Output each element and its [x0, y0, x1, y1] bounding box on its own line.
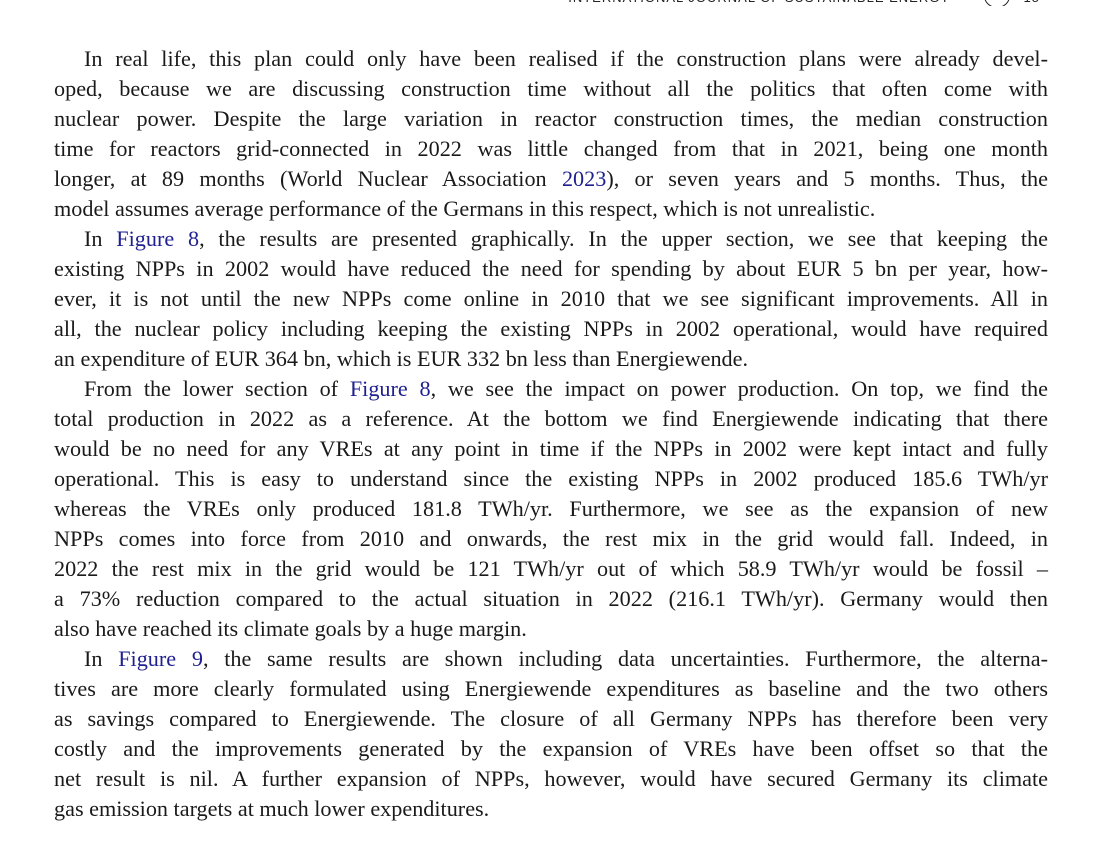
text-run: time for reactors grid-connected in 2022…	[54, 136, 1048, 161]
text-line: operational. This is easy to understand …	[54, 464, 1048, 494]
journal-logo-icon	[984, 0, 1010, 6]
text-line: gas emission targets at much lower expen…	[54, 794, 1048, 824]
text-run: a 73% reduction compared to the actual s…	[54, 586, 1048, 611]
text-run: as savings compared to Energiewende. The…	[54, 706, 1048, 731]
text-line: From the lower section of Figure 8, we s…	[54, 374, 1048, 404]
text-line: In real life, this plan could only have …	[54, 44, 1048, 74]
text-line: oped, because we are discussing construc…	[54, 74, 1048, 104]
page-number: 15	[1024, 0, 1040, 5]
paragraph: From the lower section of Figure 8, we s…	[54, 374, 1048, 644]
text-line: longer, at 89 months (World Nuclear Asso…	[54, 164, 1048, 194]
text-run: all, the nuclear policy including keepin…	[54, 316, 1048, 341]
text-line: model assumes average performance of the…	[54, 194, 1048, 224]
text-line: tives are more clearly formulated using …	[54, 674, 1048, 704]
text-line: NPPs comes into force from 2010 and onwa…	[54, 524, 1048, 554]
text-line: existing NPPs in 2002 would have reduced…	[54, 254, 1048, 284]
text-run: longer, at 89 months (World Nuclear Asso…	[54, 166, 562, 191]
text-run: , the results are presented graphically.…	[199, 226, 1048, 251]
text-run: total production in 2022 as a reference.…	[54, 406, 1048, 431]
text-run: existing NPPs in 2002 would have reduced…	[54, 256, 1048, 281]
text-run: ), or seven years and 5 months. Thus, th…	[606, 166, 1048, 191]
text-run: , the same results are shown including d…	[202, 646, 1048, 671]
text-run: gas emission targets at much lower expen…	[54, 796, 490, 821]
text-run: NPPs comes into force from 2010 and onwa…	[54, 526, 1048, 551]
text-line: In Figure 9, the same results are shown …	[54, 644, 1048, 674]
running-header: INTERNATIONAL JOURNAL OF SUSTAINABLE ENE…	[500, 0, 1060, 6]
text-run: model assumes average performance of the…	[54, 196, 876, 221]
journal-title: INTERNATIONAL JOURNAL OF SUSTAINABLE ENE…	[568, 0, 950, 5]
figure-reference-link[interactable]: Figure 8	[349, 376, 431, 401]
text-line: all, the nuclear policy including keepin…	[54, 314, 1048, 344]
text-run: operational. This is easy to understand …	[54, 466, 1048, 491]
text-run: nuclear power. Despite the large variati…	[54, 106, 1048, 131]
text-line: time for reactors grid-connected in 2022…	[54, 134, 1048, 164]
text-line: whereas the VREs only produced 181.8 TWh…	[54, 494, 1048, 524]
text-line: net result is nil. A further expansion o…	[54, 764, 1048, 794]
text-run: In	[84, 226, 117, 251]
figure-reference-link[interactable]: Figure 9	[118, 646, 203, 671]
text-run: net result is nil. A further expansion o…	[54, 766, 1048, 791]
text-run: oped, because we are discussing construc…	[54, 76, 1048, 101]
figure-reference-link[interactable]: Figure 8	[116, 226, 200, 251]
text-run: tives are more clearly formulated using …	[54, 676, 1048, 701]
citation-link[interactable]: 2023	[561, 166, 607, 191]
text-run: , we see the impact on power production.…	[430, 376, 1048, 401]
text-line: total production in 2022 as a reference.…	[54, 404, 1048, 434]
text-line: as savings compared to Energiewende. The…	[54, 704, 1048, 734]
text-run: costly and the improvements generated by…	[54, 736, 1048, 761]
text-run: whereas the VREs only produced 181.8 TWh…	[54, 496, 1048, 521]
text-run: 2022 the rest mix in the grid would be 1…	[54, 556, 1048, 581]
text-line: In Figure 8, the results are presented g…	[54, 224, 1048, 254]
paragraph: In Figure 8, the results are presented g…	[54, 224, 1048, 374]
text-run: From the lower section of	[84, 376, 350, 401]
text-run: In	[84, 646, 119, 671]
text-run: an expenditure of EUR 364 bn, which is E…	[54, 346, 749, 371]
text-line: 2022 the rest mix in the grid would be 1…	[54, 554, 1048, 584]
text-run: would be no need for any VREs at any poi…	[54, 436, 1048, 461]
text-run: also have reached its climate goals by a…	[54, 616, 527, 641]
article-body: In real life, this plan could only have …	[54, 44, 1048, 824]
paragraph: In real life, this plan could only have …	[54, 44, 1048, 224]
text-line: also have reached its climate goals by a…	[54, 614, 1048, 644]
text-run: ever, it is not until the new NPPs come …	[54, 286, 1048, 311]
text-line: an expenditure of EUR 364 bn, which is E…	[54, 344, 1048, 374]
text-line: costly and the improvements generated by…	[54, 734, 1048, 764]
text-line: nuclear power. Despite the large variati…	[54, 104, 1048, 134]
text-run: In real life, this plan could only have …	[84, 46, 1048, 71]
text-line: ever, it is not until the new NPPs come …	[54, 284, 1048, 314]
text-line: a 73% reduction compared to the actual s…	[54, 584, 1048, 614]
text-line: would be no need for any VREs at any poi…	[54, 434, 1048, 464]
paragraph: In Figure 9, the same results are shown …	[54, 644, 1048, 824]
